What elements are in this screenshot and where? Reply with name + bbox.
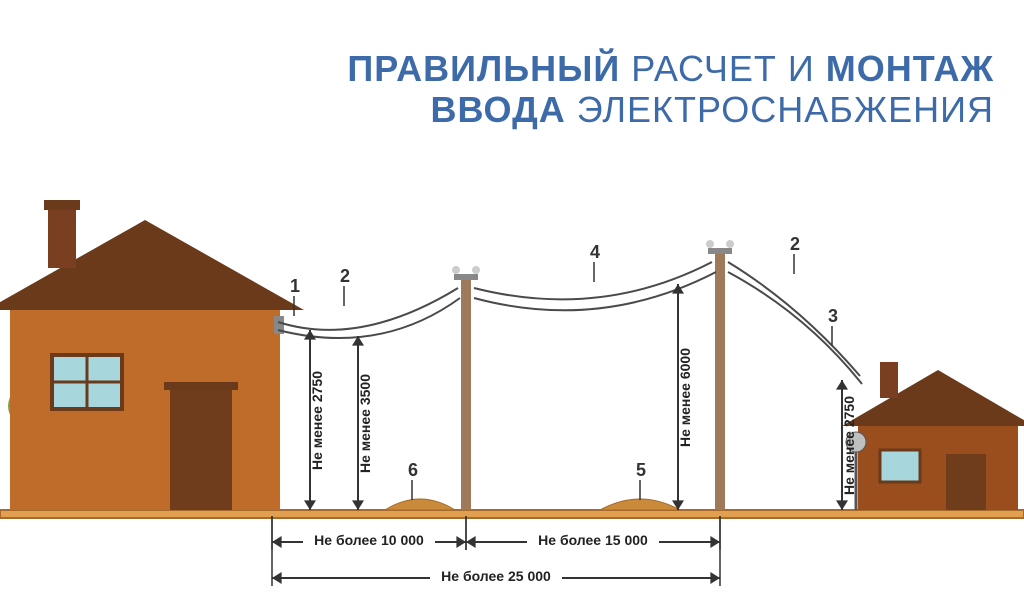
page-title: ПРАВИЛЬНЫЙ РАСЧЕТ И МОНТАЖ ВВОДА ЭЛЕКТРО… xyxy=(347,48,994,131)
small-house-roof xyxy=(842,370,1024,426)
callout-number: 2 xyxy=(790,234,800,254)
callout-number: 2 xyxy=(340,266,350,286)
mound-5 xyxy=(600,499,680,510)
h-dim-label: Не более 15 000 xyxy=(538,532,648,548)
title-word-4: ВВОДА xyxy=(430,89,565,130)
mound-6 xyxy=(385,499,455,510)
h-dim-label: Не более 25 000 xyxy=(441,568,551,584)
big-house-roof xyxy=(0,220,304,310)
callout-number: 5 xyxy=(636,460,646,480)
pole-1 xyxy=(461,278,471,510)
wire xyxy=(474,262,712,299)
callout-number: 1 xyxy=(290,276,300,296)
diagram-svg: 1 2 4 2 3 6 5 Не менее 2750 Не менее 3500 Не мене… xyxy=(0,180,1024,614)
big-house-chimney-cap xyxy=(44,200,80,210)
ground xyxy=(0,510,1024,518)
title-word-1: ПРАВИЛЬНЫЙ xyxy=(347,48,620,89)
wire xyxy=(278,288,458,330)
v-dim-label: Не менее 2750 xyxy=(309,371,325,470)
v-dim-label: Не менее 3500 xyxy=(357,374,373,473)
title-word-3: МОНТАЖ xyxy=(826,48,994,89)
big-house-chimney xyxy=(48,208,76,268)
callout-number: 3 xyxy=(828,306,838,326)
v-dim-label: Не менее 2750 xyxy=(841,396,857,495)
small-house-chimney xyxy=(880,362,898,398)
diagram-scene: 1 2 4 2 3 6 5 Не менее 2750 Не менее 3500 Не мене… xyxy=(0,180,1024,614)
small-house-door xyxy=(946,454,986,510)
title-word-5: ЭЛЕКТРОСНАБЖЕНИЯ xyxy=(566,89,994,130)
callout-number: 4 xyxy=(590,242,600,262)
title-word-2: РАСЧЕТ И xyxy=(620,48,826,89)
wire xyxy=(278,298,460,338)
pole-2 xyxy=(715,252,725,510)
v-dim-label: Не менее 6000 xyxy=(677,348,693,447)
callout-number: 6 xyxy=(408,460,418,480)
wire xyxy=(728,272,862,384)
h-dim-label: Не более 10 000 xyxy=(314,532,424,548)
small-house-window xyxy=(880,450,920,482)
big-house-door xyxy=(170,390,232,510)
